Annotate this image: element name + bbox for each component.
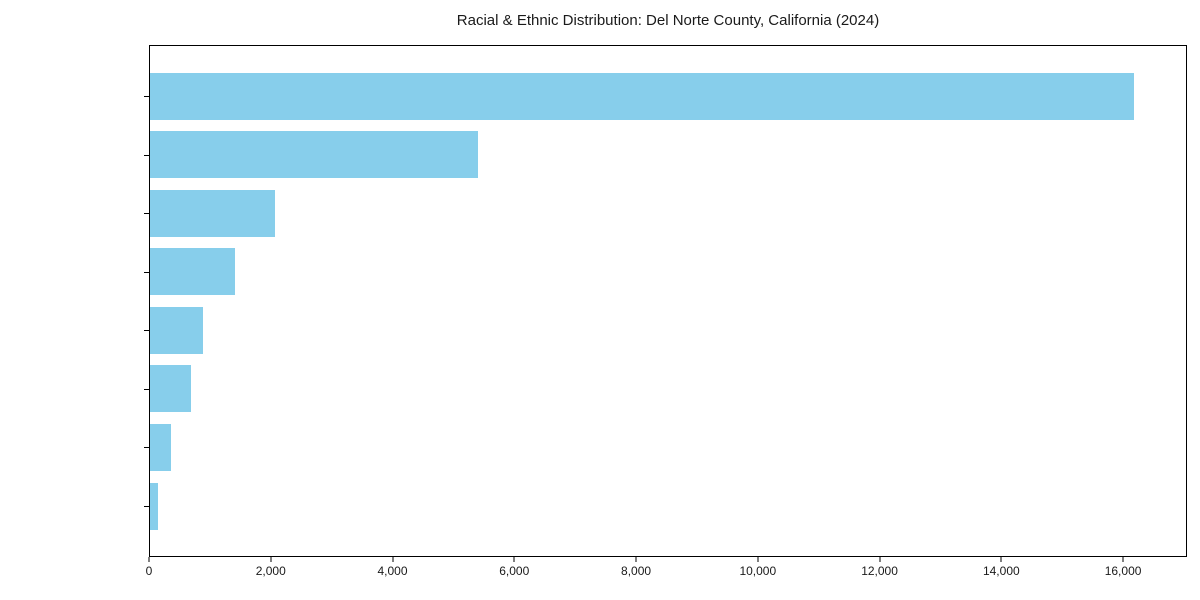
x-tick-mark: [148, 557, 150, 562]
chart-title: Racial & Ethnic Distribution: Del Norte …: [456, 12, 880, 29]
x-tick-label: 14,000: [982, 564, 1020, 578]
x-tick-label: 6,000: [499, 564, 530, 578]
plot-area: [149, 45, 1187, 557]
bar: [150, 306, 204, 354]
x-tick-label: 10,000: [739, 564, 777, 578]
y-tick-mark: [144, 388, 149, 390]
bar: [150, 72, 1135, 120]
x-tick-mark: [1122, 557, 1124, 562]
y-tick-mark: [144, 506, 149, 507]
bar: [150, 248, 236, 296]
y-tick-mark: [144, 154, 149, 156]
y-tick-mark: [144, 96, 149, 97]
x-tick-mark: [270, 557, 272, 562]
x-tick-mark: [879, 557, 881, 562]
x-tick-label: 8,000: [621, 564, 652, 578]
x-tick-mark: [1000, 557, 1002, 562]
x-tick-label: 16,000: [1104, 564, 1142, 578]
x-tick-label: 2,000: [255, 564, 286, 578]
x-tick-label: 0: [145, 564, 153, 578]
bar: [150, 482, 158, 530]
bar: [150, 189, 275, 237]
x-tick-mark: [635, 557, 637, 562]
bar: [150, 423, 171, 471]
bar: [150, 365, 191, 413]
x-tick-mark: [392, 557, 394, 562]
x-tick-label: 12,000: [861, 564, 898, 578]
y-tick-mark: [144, 213, 149, 215]
y-tick-mark: [144, 330, 149, 332]
bar: [150, 131, 479, 179]
x-tick-label: 4,000: [377, 564, 408, 578]
x-tick-mark: [513, 557, 515, 562]
y-tick-mark: [144, 271, 149, 273]
x-tick-mark: [757, 557, 759, 562]
y-tick-mark: [144, 447, 149, 449]
